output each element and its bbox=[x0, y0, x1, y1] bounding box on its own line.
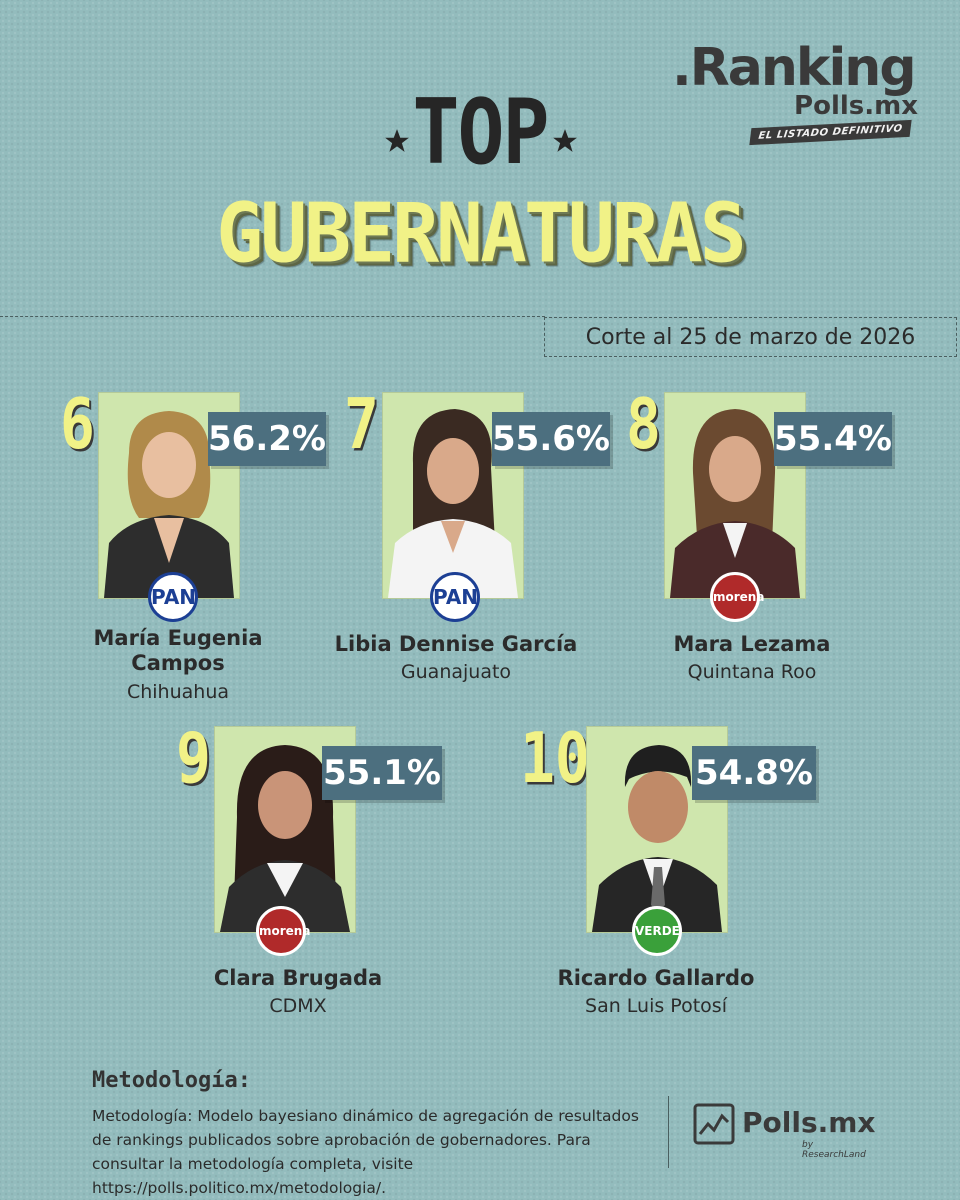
logo-polls-text: Polls.mx bbox=[794, 91, 918, 121]
approval-percent: 56.2% bbox=[208, 412, 326, 466]
approval-percent: 54.8% bbox=[692, 746, 816, 800]
approval-percent: 55.1% bbox=[322, 746, 442, 800]
governor-name: Ricardo Gallardo bbox=[557, 966, 755, 990]
approval-percent: 55.6% bbox=[492, 412, 610, 466]
governor-name: Clara Brugada bbox=[213, 966, 383, 990]
governor-card-9: 9 55.1% morena Clara Brugada CDMX bbox=[174, 717, 442, 1042]
methodology-text: Metodología: Modelo bayesiano dinámico d… bbox=[92, 1107, 639, 1197]
governor-state: CDMX bbox=[269, 995, 327, 1017]
governor-name: María Eugenia bbox=[93, 626, 263, 650]
governor-photo bbox=[382, 392, 524, 599]
title-top: TOP bbox=[412, 81, 550, 185]
star-right-icon bbox=[552, 128, 578, 154]
approval-percent: 55.4% bbox=[774, 412, 892, 466]
footer-divider bbox=[668, 1096, 669, 1168]
rank-number: 8 bbox=[626, 383, 661, 465]
governor-card-7: 7 55.6% PAN Libia Dennise García Guanaju… bbox=[335, 383, 610, 708]
governor-state: San Luis Potosí bbox=[585, 995, 727, 1017]
governor-name: Mara Lezama bbox=[673, 632, 831, 656]
divider-line bbox=[0, 316, 545, 317]
rank-number: 10 bbox=[520, 717, 590, 799]
rank-number: 7 bbox=[344, 383, 379, 465]
governor-state: Chihuahua bbox=[126, 681, 230, 703]
governor-card-6: 6 56.2% PAN María Eugenia Campos Chihuah… bbox=[58, 383, 326, 708]
methodology-title: Metodología: bbox=[92, 1068, 251, 1093]
governor-state: Quintana Roo bbox=[687, 661, 817, 683]
footer-logo-text: Polls.mx bbox=[742, 1106, 876, 1139]
morena-logo-icon: morena bbox=[710, 572, 764, 622]
morena-logo-icon: morena bbox=[256, 906, 310, 956]
pan-logo-icon: PAN bbox=[148, 572, 198, 622]
rank-number: 6 bbox=[60, 383, 95, 465]
rank-number: 9 bbox=[176, 717, 211, 799]
polls-mx-logo: Polls.mx by ResearchLand bbox=[692, 1102, 876, 1160]
governor-photo bbox=[214, 726, 356, 933]
star-left-icon bbox=[384, 128, 410, 154]
governor-name: Libia Dennise García bbox=[334, 632, 578, 656]
pan-logo-icon: PAN bbox=[430, 572, 480, 622]
governor-card-10: 10 54.8% VERDE Ricardo Gallardo San Luis… bbox=[520, 717, 816, 1042]
governor-photo bbox=[586, 726, 728, 933]
title-gubernaturas: GUBERNATURAS bbox=[216, 186, 747, 282]
governor-name-line2: Campos bbox=[131, 651, 225, 675]
ranking-polls-logo: .Ranking Polls.mx EL LISTADO DEFINITIVO bbox=[672, 40, 922, 155]
footer-logo-sub: by ResearchLand bbox=[802, 1140, 866, 1160]
verde-logo-icon: VERDE bbox=[632, 906, 682, 956]
chart-logo-icon bbox=[693, 1103, 735, 1145]
date-label: Corte al 25 de marzo de 2026 bbox=[544, 317, 957, 357]
governor-state: Guanajuato bbox=[400, 661, 512, 683]
logo-ranking-text: .Ranking bbox=[672, 38, 917, 98]
governor-card-8: 8 55.4% morena Mara Lezama Quintana Roo bbox=[624, 383, 892, 708]
